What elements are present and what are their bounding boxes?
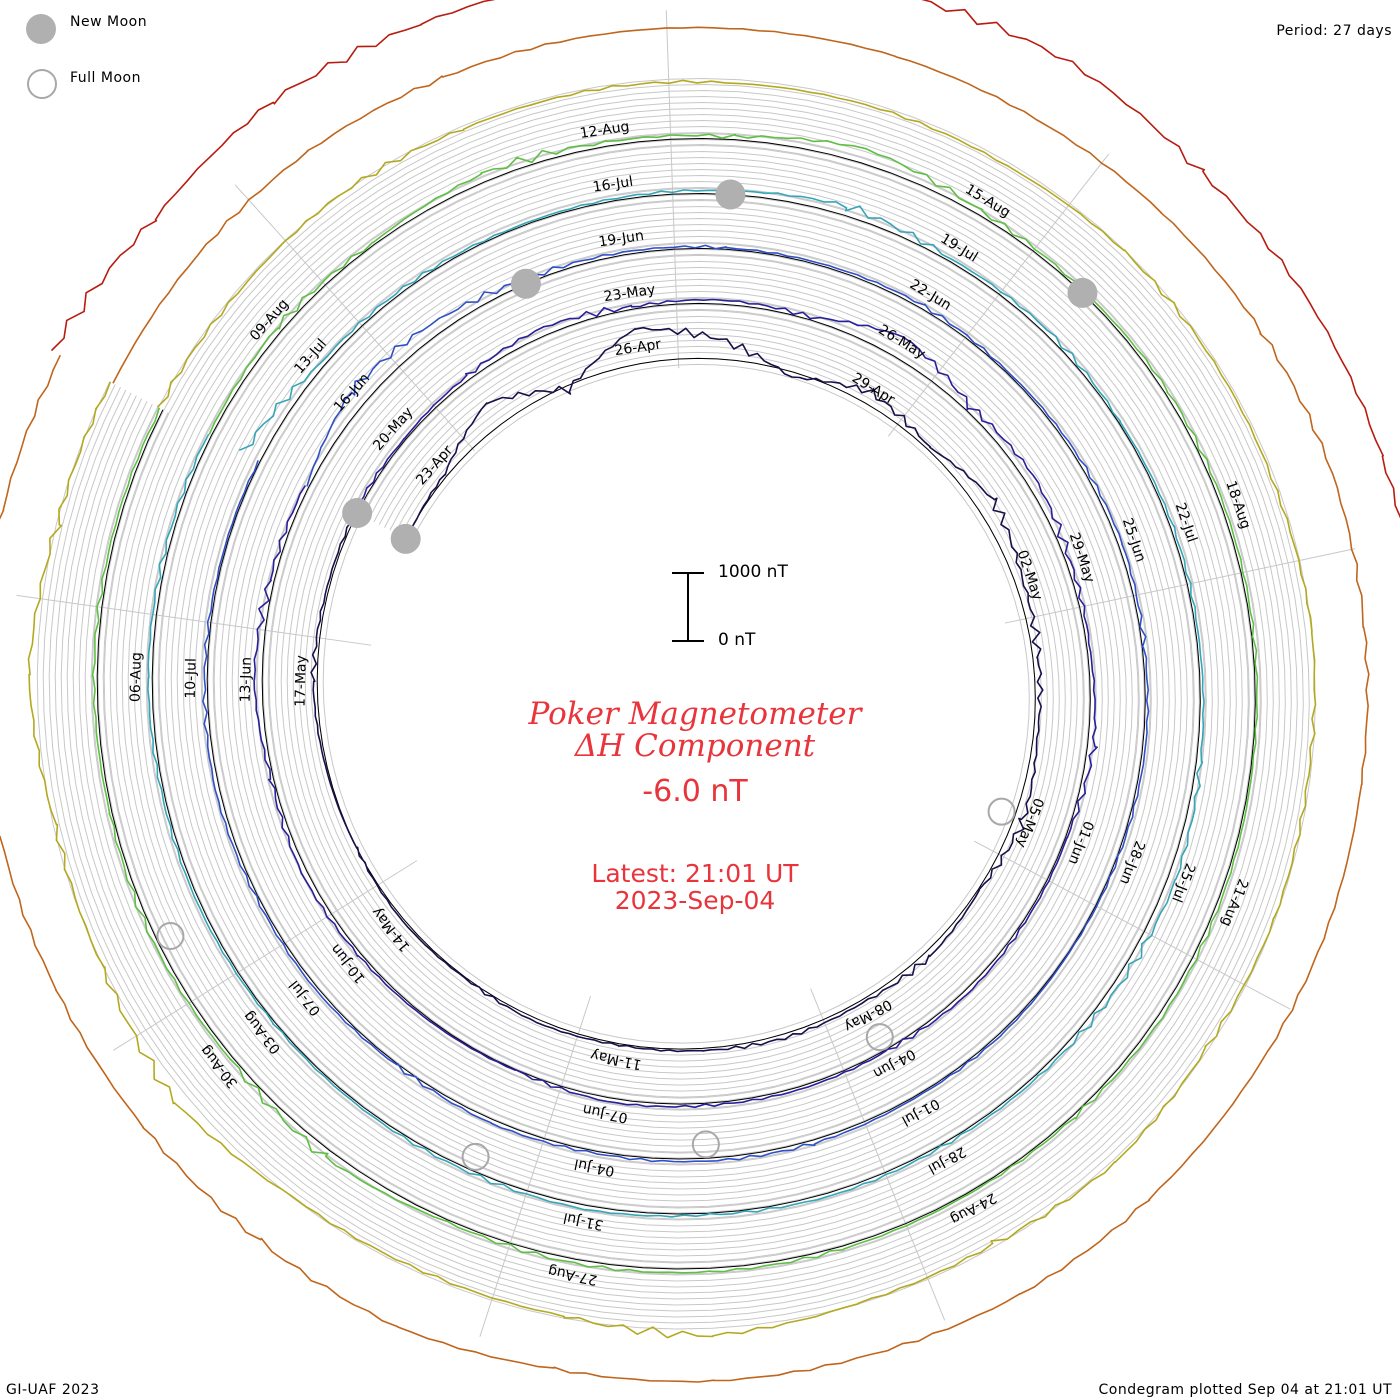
new-moon-marker [715, 179, 746, 210]
grid-spoke [234, 184, 475, 452]
latest-time: Latest: 21:01 UT [591, 859, 799, 888]
period-label: Period: 27 days [1276, 23, 1392, 39]
trace-period-2 [253, 298, 1098, 1109]
new-moon-marker [1067, 277, 1098, 308]
date-label: 06-Aug [128, 652, 145, 702]
grid [16, 10, 1356, 1337]
new-moon-marker [510, 268, 541, 299]
grid-spoke [810, 988, 946, 1321]
date-label: 04-Jul [573, 1155, 616, 1179]
plotted-timestamp: Condegram plotted Sep 04 at 21:01 UT [1098, 1382, 1392, 1398]
date-label: 12-Aug [579, 119, 631, 142]
date-label: 14-May [369, 904, 414, 954]
trace-period-7 [0, 26, 1370, 1383]
date-label: 31-Jul [562, 1209, 605, 1233]
full-moon-marker [461, 1142, 490, 1171]
date-label: 26-Apr [614, 336, 663, 359]
grid-spoke [479, 996, 591, 1337]
grid-spoke [16, 594, 372, 646]
full-moon-legend-label: Full Moon [70, 70, 141, 86]
trace-period-8 [50, 0, 1400, 519]
date-label: 16-Jul [592, 174, 635, 196]
new-moon-legend-icon [26, 14, 56, 44]
baseline-spiral [96, 137, 1256, 1270]
date-label: 26-May [875, 322, 928, 363]
date-label: 08-May [841, 996, 894, 1035]
grid-spoke [113, 860, 418, 1051]
full-moon-marker [156, 921, 185, 950]
grid-spoke [1004, 548, 1356, 624]
date-label: 19-Jun [598, 228, 645, 251]
new-moon-marker [390, 523, 421, 554]
date-label: 23-May [603, 282, 657, 306]
grid-spoke [665, 10, 680, 369]
date-label: 13-Jun [238, 657, 255, 703]
scale-bar [672, 572, 704, 642]
trace-period-4 [147, 189, 1205, 1218]
grid-spoke [974, 840, 1291, 1010]
current-value: -6.0 nT [642, 774, 748, 809]
reference-rings [96, 137, 1256, 1270]
full-moon-legend-icon [27, 69, 57, 99]
trace-period-3 [202, 244, 1150, 1163]
latest-date: 2023-Sep-04 [614, 886, 776, 915]
full-moon-marker [691, 1130, 720, 1159]
new-moon-legend-label: New Moon [70, 14, 148, 30]
grid-spoke [887, 153, 1110, 437]
date-label: 11-May [589, 1047, 643, 1073]
trace-period-1 [310, 326, 1044, 1053]
scale-top-label: 1000 nT [718, 562, 788, 582]
date-label: 05-May [1013, 796, 1047, 850]
full-moon-marker [987, 797, 1016, 826]
trace-period-6 [27, 79, 1317, 1339]
trace-period-5 [91, 133, 1259, 1274]
scale-bottom-label: 0 nT [718, 630, 756, 650]
date-label: 10-Jul [183, 658, 200, 699]
moon-markers [156, 179, 1098, 1171]
date-label: 17-May [293, 655, 310, 707]
chart-subtitle: ΔH Component [574, 728, 816, 764]
credit-label: GI-UAF 2023 [6, 1382, 100, 1398]
chart-title: Poker Magnetometer [528, 696, 862, 732]
new-moon-marker [342, 498, 373, 529]
full-moon-marker [865, 1023, 894, 1052]
